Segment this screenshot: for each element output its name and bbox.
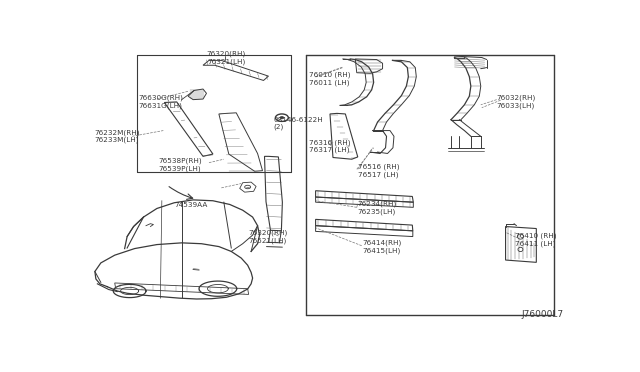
Text: 76516 (RH)
76517 (LH): 76516 (RH) 76517 (LH) xyxy=(358,164,399,178)
Text: 76032(RH)
76033(LH): 76032(RH) 76033(LH) xyxy=(497,95,536,109)
Text: 76320(RH)
76321(LH): 76320(RH) 76321(LH) xyxy=(207,50,246,65)
Text: 76410 (RH)
76411 (LH): 76410 (RH) 76411 (LH) xyxy=(515,232,557,247)
Text: 76232M(RH)
76233M(LH): 76232M(RH) 76233M(LH) xyxy=(95,129,140,144)
Text: 76316 (RH)
76317 (LH): 76316 (RH) 76317 (LH) xyxy=(309,139,351,154)
Circle shape xyxy=(280,116,284,119)
Text: 74539AA: 74539AA xyxy=(174,202,207,208)
Text: J76000L7: J76000L7 xyxy=(522,310,564,319)
Text: 76320(RH)
76521(LH): 76320(RH) 76521(LH) xyxy=(249,230,288,244)
Text: 76630G(RH)
76631G(LH): 76630G(RH) 76631G(LH) xyxy=(138,95,184,109)
Text: 76538P(RH)
76539P(LH): 76538P(RH) 76539P(LH) xyxy=(158,158,202,172)
Text: 08146-6122H
(2): 08146-6122H (2) xyxy=(273,116,323,130)
Text: 76234(RH)
76235(LH): 76234(RH) 76235(LH) xyxy=(358,201,397,215)
Text: 76010 (RH)
76011 (LH): 76010 (RH) 76011 (LH) xyxy=(309,72,351,86)
Text: 76414(RH)
76415(LH): 76414(RH) 76415(LH) xyxy=(363,240,402,254)
